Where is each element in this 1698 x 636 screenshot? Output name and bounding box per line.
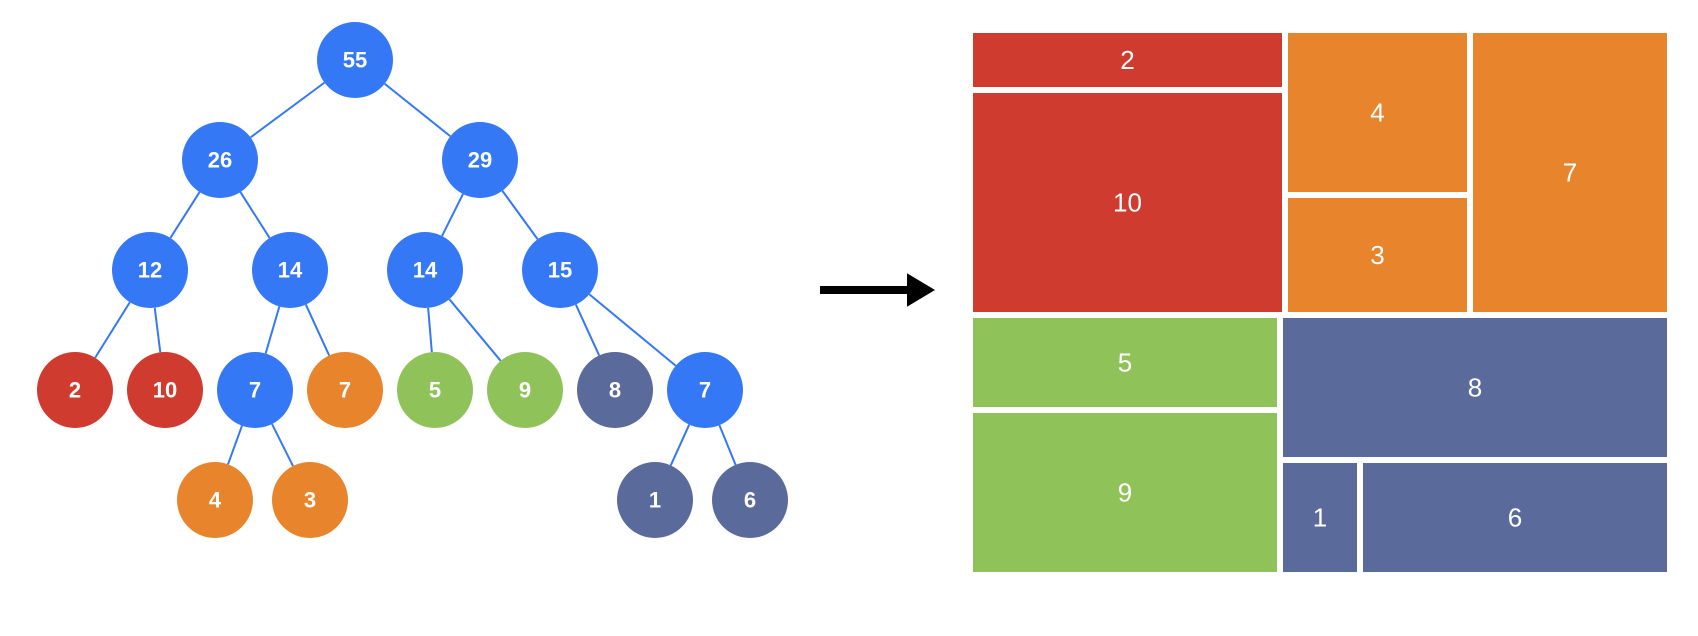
tree-node: 14 bbox=[387, 232, 463, 308]
tree-edge bbox=[266, 306, 280, 353]
tree-node-label: 2 bbox=[69, 378, 81, 403]
arrow-head bbox=[907, 273, 935, 307]
tree-node-label: 9 bbox=[519, 378, 531, 403]
tree-node: 8 bbox=[577, 352, 653, 428]
tree-edge bbox=[95, 302, 130, 358]
tree-node-label: 14 bbox=[413, 258, 438, 283]
tree-node-label: 5 bbox=[429, 378, 441, 403]
tree-edge bbox=[228, 426, 242, 465]
treemap-cell: 10 bbox=[970, 90, 1285, 315]
treemap: 2 10 4 3 7 5 9 8 1 6 bbox=[970, 30, 1670, 575]
treemap-cell-label: 7 bbox=[1563, 158, 1577, 188]
tree-node-label: 14 bbox=[278, 258, 303, 283]
tree-node-label: 7 bbox=[699, 378, 711, 403]
tree-node-label: 1 bbox=[649, 488, 661, 513]
tree-node-label: 10 bbox=[153, 378, 177, 403]
tree-node: 26 bbox=[182, 122, 258, 198]
treemap-cell-label: 10 bbox=[1113, 188, 1142, 218]
tree-node: 5 bbox=[397, 352, 473, 428]
tree-node: 4 bbox=[177, 462, 253, 538]
tree-edge bbox=[671, 425, 690, 466]
tree-node: 7 bbox=[217, 352, 293, 428]
tree-node-label: 7 bbox=[249, 378, 261, 403]
tree-node: 6 bbox=[712, 462, 788, 538]
treemap-cell: 1 bbox=[1280, 460, 1360, 575]
treemap-cell-label: 5 bbox=[1118, 348, 1132, 378]
treemap-cell-label: 1 bbox=[1313, 503, 1327, 533]
tree-node-label: 12 bbox=[138, 258, 162, 283]
treemap-cell-label: 2 bbox=[1120, 45, 1134, 75]
tree-edge bbox=[442, 194, 463, 236]
treemap-cell-label: 9 bbox=[1118, 478, 1132, 508]
tree-node: 7 bbox=[307, 352, 383, 428]
tree-edge bbox=[272, 424, 293, 466]
tree-node-label: 4 bbox=[209, 488, 222, 513]
treemap-cell: 6 bbox=[1360, 460, 1670, 575]
treemap-cell: 3 bbox=[1285, 195, 1470, 315]
treemap-cell-label: 3 bbox=[1370, 240, 1384, 270]
tree-node: 2 bbox=[37, 352, 113, 428]
tree-edge bbox=[155, 308, 161, 353]
diagram-canvas: 55 26 29 12 14 14 15 2 10 7 7 5 9 8 7 4 3 1 6 2 10 4 3 7 5 9 8 1 6 bbox=[0, 0, 1698, 636]
tree-node-label: 8 bbox=[609, 378, 621, 403]
tree-node-label: 55 bbox=[343, 48, 367, 73]
arrow-icon bbox=[820, 273, 935, 307]
treemap-cell-label: 8 bbox=[1468, 373, 1482, 403]
tree-edge bbox=[576, 305, 599, 356]
treemap-cell: 7 bbox=[1470, 30, 1670, 315]
tree-edge bbox=[449, 299, 500, 361]
treemap-cell: 9 bbox=[970, 410, 1280, 575]
tree-edge bbox=[306, 305, 329, 356]
tree-edge bbox=[385, 84, 451, 137]
tree-node: 1 bbox=[617, 462, 693, 538]
tree-edge bbox=[719, 425, 735, 465]
tree-edge bbox=[428, 308, 432, 352]
tree-node: 29 bbox=[442, 122, 518, 198]
tree-node: 14 bbox=[252, 232, 328, 308]
tree-nodes: 55 26 29 12 14 14 15 2 10 7 7 5 9 8 7 4 3 1 6 bbox=[37, 22, 788, 538]
tree-node: 10 bbox=[127, 352, 203, 428]
tree-node: 15 bbox=[522, 232, 598, 308]
tree-node-label: 3 bbox=[304, 488, 316, 513]
treemap-cell: 4 bbox=[1285, 30, 1470, 195]
tree-node: 7 bbox=[667, 352, 743, 428]
tree-node: 3 bbox=[272, 462, 348, 538]
tree-node-label: 15 bbox=[548, 258, 572, 283]
tree-node-label: 29 bbox=[468, 148, 492, 173]
treemap-cell: 2 bbox=[970, 30, 1285, 90]
tree-edge bbox=[240, 192, 269, 238]
treemap-cell: 8 bbox=[1280, 315, 1670, 460]
tree-edge bbox=[502, 191, 537, 240]
tree-edge bbox=[170, 192, 199, 238]
tree-edge bbox=[251, 83, 325, 138]
tree-node-label: 6 bbox=[744, 488, 756, 513]
tree-node: 12 bbox=[112, 232, 188, 308]
treemap-cell: 5 bbox=[970, 315, 1280, 410]
tree-node: 55 bbox=[317, 22, 393, 98]
tree-diagram: 55 26 29 12 14 14 15 2 10 7 7 5 9 8 7 4 3 1 6 bbox=[37, 22, 788, 538]
tree-node: 9 bbox=[487, 352, 563, 428]
treemap-cell-label: 6 bbox=[1508, 503, 1522, 533]
tree-node-label: 26 bbox=[208, 148, 232, 173]
treemap-cell-label: 4 bbox=[1370, 98, 1384, 128]
tree-node-label: 7 bbox=[339, 378, 351, 403]
